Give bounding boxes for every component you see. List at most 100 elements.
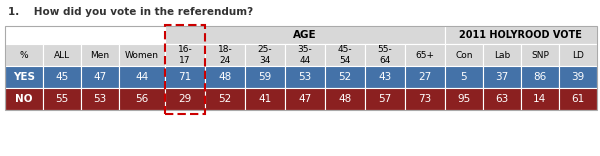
Text: 25-
34: 25- 34 (257, 45, 272, 65)
Text: LD: LD (572, 51, 584, 59)
Bar (405, 44, 445, 66)
Text: 45-
54: 45- 54 (337, 45, 352, 65)
Bar (325, 44, 365, 66)
Bar (285, 44, 325, 66)
Bar (405, 66, 445, 88)
Text: ALL: ALL (54, 51, 70, 59)
Bar (521, 44, 559, 66)
Text: 47: 47 (94, 72, 107, 82)
Bar (81, 88, 119, 110)
Bar (445, 44, 483, 66)
Text: 59: 59 (258, 72, 271, 82)
Bar (165, 66, 205, 88)
Text: 5: 5 (460, 72, 467, 82)
Bar (445, 26, 597, 44)
Bar (165, 88, 205, 110)
Bar (245, 44, 285, 66)
Bar (5, 44, 43, 66)
Text: 1.    How did you vote in the referendum?: 1. How did you vote in the referendum? (8, 7, 253, 17)
Bar (43, 26, 81, 44)
Text: 41: 41 (258, 94, 271, 104)
Bar (365, 66, 405, 88)
Text: 39: 39 (571, 72, 584, 82)
Bar (559, 66, 597, 88)
Bar (445, 66, 483, 88)
Text: 55-
64: 55- 64 (377, 45, 392, 65)
Bar (559, 88, 597, 110)
Bar (5, 88, 43, 110)
Text: AGE: AGE (293, 30, 317, 40)
Text: Lab: Lab (494, 51, 510, 59)
Text: 63: 63 (495, 94, 508, 104)
Text: 61: 61 (571, 94, 584, 104)
Bar (559, 44, 597, 66)
Bar (119, 88, 165, 110)
Text: SNP: SNP (531, 51, 549, 59)
Bar (521, 66, 559, 88)
Text: 14: 14 (533, 94, 547, 104)
Bar (521, 88, 559, 110)
Text: 53: 53 (298, 72, 311, 82)
Bar (165, 25, 205, 114)
Text: 45: 45 (55, 72, 69, 82)
Bar (325, 66, 365, 88)
Bar (445, 88, 483, 110)
Bar (285, 88, 325, 110)
Text: Con: Con (455, 51, 473, 59)
Text: 71: 71 (178, 72, 191, 82)
Text: 53: 53 (94, 94, 107, 104)
Bar (5, 26, 597, 110)
Text: 35-
44: 35- 44 (298, 45, 312, 65)
Text: %: % (20, 51, 28, 59)
Bar (205, 66, 245, 88)
Text: 29: 29 (178, 94, 191, 104)
Text: 57: 57 (378, 94, 391, 104)
Text: 52: 52 (338, 72, 352, 82)
Text: NO: NO (15, 94, 33, 104)
Bar (5, 66, 43, 88)
Text: 73: 73 (418, 94, 431, 104)
Text: 95: 95 (457, 94, 470, 104)
Bar (365, 44, 405, 66)
Text: 48: 48 (218, 72, 232, 82)
Bar (5, 26, 43, 44)
Bar (483, 88, 521, 110)
Bar (119, 44, 165, 66)
Bar (483, 44, 521, 66)
Text: 86: 86 (533, 72, 547, 82)
Bar (43, 66, 81, 88)
Bar (245, 66, 285, 88)
Text: 43: 43 (378, 72, 391, 82)
Text: 65+: 65+ (415, 51, 434, 59)
Text: 2011 HOLYROOD VOTE: 2011 HOLYROOD VOTE (460, 30, 582, 40)
Bar (119, 66, 165, 88)
Bar (43, 88, 81, 110)
Bar (81, 44, 119, 66)
Text: 44: 44 (136, 72, 149, 82)
Bar (205, 88, 245, 110)
Bar (165, 26, 445, 44)
Bar (119, 26, 165, 44)
Text: 16-
17: 16- 17 (178, 45, 192, 65)
Text: 55: 55 (55, 94, 69, 104)
Text: 18-
24: 18- 24 (217, 45, 232, 65)
Bar (81, 26, 119, 44)
Text: 27: 27 (418, 72, 431, 82)
Bar (325, 88, 365, 110)
Bar (205, 44, 245, 66)
Bar (245, 88, 285, 110)
Text: Men: Men (91, 51, 110, 59)
Bar (285, 66, 325, 88)
Text: 37: 37 (495, 72, 508, 82)
Bar (43, 44, 81, 66)
Text: Women: Women (125, 51, 159, 59)
Bar (81, 66, 119, 88)
Text: 47: 47 (298, 94, 311, 104)
Bar (365, 88, 405, 110)
Text: 48: 48 (338, 94, 352, 104)
Text: 52: 52 (218, 94, 232, 104)
Text: 56: 56 (136, 94, 149, 104)
Bar (165, 44, 205, 66)
Bar (405, 88, 445, 110)
Bar (483, 66, 521, 88)
